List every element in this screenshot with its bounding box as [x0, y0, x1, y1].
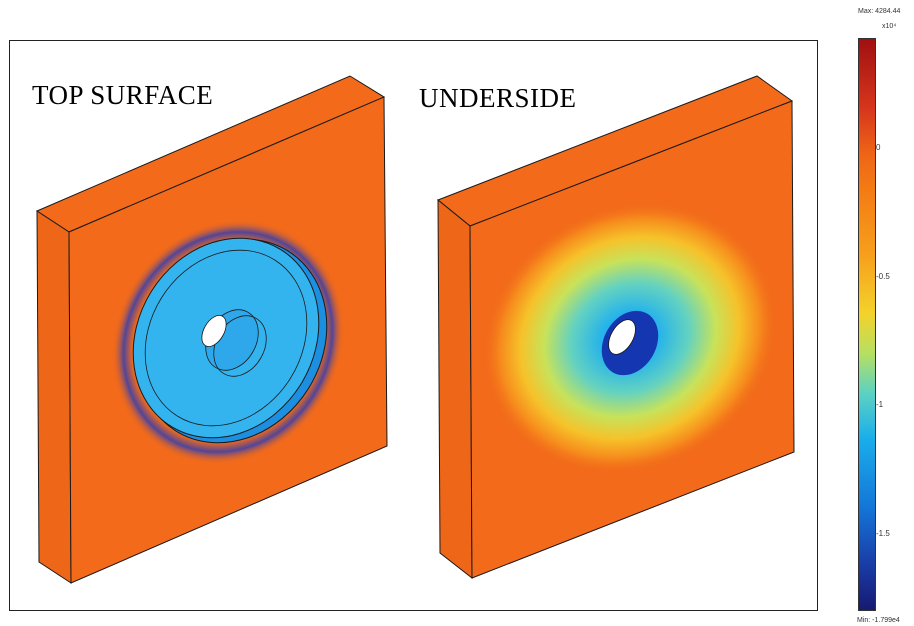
colorbar-exponent-label: x10⁴ [882, 23, 897, 30]
colorbar-tick-label: 0 [876, 143, 881, 153]
plate-side-edge [36, 210, 72, 584]
colorbar-min-label: Min: -1.799e4 [857, 617, 900, 624]
top-surface-plate [35, 75, 388, 584]
colorbar-tick-label: -1 [876, 400, 884, 410]
washer-inner-ring [144, 249, 308, 427]
figure-frame [9, 40, 818, 611]
top-surface-title: TOP SURFACE [32, 80, 214, 110]
colorbar [858, 38, 876, 611]
colorbar-tick-label: -0.5 [876, 271, 890, 281]
colorbar-tick-label: -1.5 [876, 529, 890, 539]
plate-side-edge [437, 198, 473, 580]
bolt-hole [201, 315, 227, 347]
underside-title: UNDERSIDE [419, 83, 577, 113]
colorbar-max-label: Max: 4284.44 [858, 8, 901, 15]
bolt-hole [608, 319, 636, 355]
underside-plate [437, 75, 795, 580]
